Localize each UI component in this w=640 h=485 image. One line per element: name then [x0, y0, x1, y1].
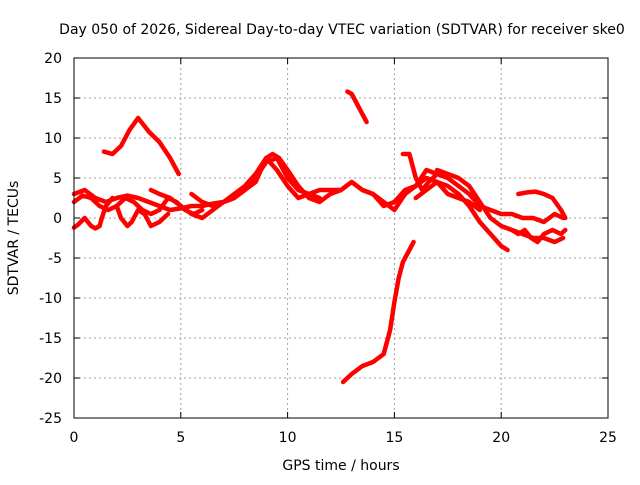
grid [74, 58, 608, 418]
series-line-s4 [101, 115, 181, 177]
series-line-s8 [221, 155, 322, 205]
series-line-s1 [71, 187, 226, 213]
series-line-s14 [516, 189, 568, 221]
series-line-s10 [340, 239, 416, 385]
x-tick-label: 25 [599, 430, 617, 446]
chart-title: Day 050 of 2026, Sidereal Day-to-day VTE… [59, 22, 625, 38]
series-line-s11 [400, 151, 566, 225]
x-axis-label: GPS time / hours [282, 458, 399, 474]
y-axis-tick-labels: -25 -20 -15 -10 -5 0 5 10 15 20 [39, 51, 62, 427]
x-tick-label: 0 [70, 430, 79, 446]
y-tick-label: 10 [44, 131, 62, 147]
series-line-s5 [114, 203, 171, 229]
series-line-s3 [71, 195, 115, 231]
axis-ticks [73, 57, 609, 419]
series-line-s6 [148, 155, 483, 221]
series-line-s7 [189, 151, 440, 213]
x-tick-label: 5 [176, 430, 185, 446]
y-tick-label: 0 [53, 211, 62, 227]
y-tick-label: -20 [39, 371, 62, 387]
y-tick-label: -25 [39, 411, 62, 427]
y-tick-label: -15 [39, 331, 62, 347]
series-line-s15 [509, 227, 568, 245]
y-tick-label: 15 [44, 91, 62, 107]
y-tick-label: 5 [53, 171, 62, 187]
series-line-s9 [345, 89, 369, 125]
data-series-group [71, 89, 568, 385]
x-tick-label: 20 [492, 430, 510, 446]
x-axis-tick-labels: 0 5 10 15 20 25 [70, 430, 617, 446]
y-tick-label: 20 [44, 51, 62, 67]
series-line-s13 [434, 167, 566, 245]
x-tick-label: 15 [385, 430, 403, 446]
y-tick-label: -5 [48, 251, 62, 267]
series-line-s12 [413, 179, 510, 253]
y-axis-label: SDTVAR / TECUs [6, 181, 22, 296]
y-tick-label: -10 [39, 291, 62, 307]
x-tick-label: 10 [279, 430, 297, 446]
plot-area-frame [73, 57, 609, 419]
